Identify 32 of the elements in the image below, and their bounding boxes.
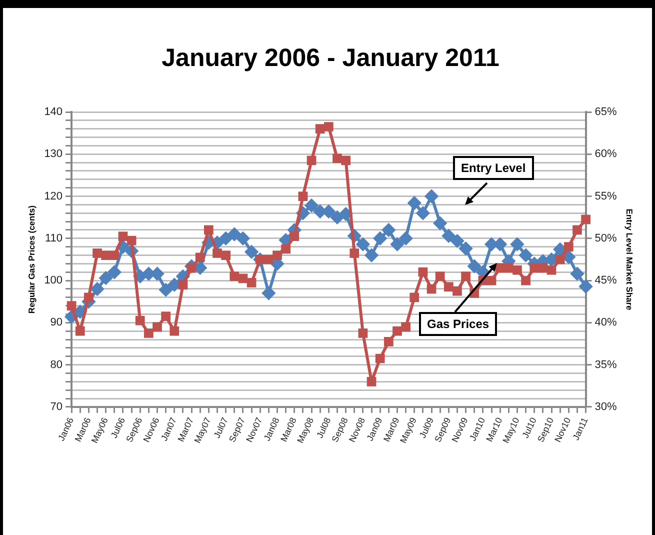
- x-tick-label: Sep10: [536, 416, 556, 444]
- y-tick-label: 90: [50, 316, 63, 329]
- chart-title: January 2006 - January 2011: [162, 44, 500, 72]
- annotation: Entry Level: [453, 156, 534, 180]
- x-tick-label: Jan06: [56, 416, 76, 442]
- y2-tick-label: 45%: [594, 274, 618, 287]
- y2-tick-label: 60%: [594, 148, 618, 160]
- x-tick-label: Jul06: [108, 416, 128, 440]
- y2-tick-label: 30%: [594, 400, 618, 413]
- y2-tick-label: 35%: [594, 358, 618, 371]
- y-tick-label: 100: [44, 274, 63, 287]
- y2-tick-label: 55%: [594, 190, 618, 202]
- x-tick-label: Jul08: [314, 416, 333, 440]
- x-tick-label: Jan07: [159, 416, 178, 442]
- y-tick-label: 70: [50, 400, 63, 413]
- x-tick-label: Jan08: [262, 416, 282, 442]
- y2-axis-title: Entry Level Market Share: [624, 208, 635, 311]
- x-tick-label: Jan11: [570, 416, 590, 442]
- x-tick-label: Mar07: [176, 416, 196, 444]
- y-tick-label: 110: [45, 232, 63, 244]
- y2-tick-label: 50%: [594, 232, 618, 244]
- y-tick-label: 80: [50, 358, 63, 371]
- x-tick-label: Jul10: [520, 416, 538, 440]
- y-axis-title: Regular Gas Prices (cents): [26, 205, 36, 314]
- y-tick-label: 140: [44, 106, 63, 118]
- x-tick-label: Jan10: [468, 416, 487, 442]
- y-tick-label: 130: [44, 148, 63, 160]
- x-tick-label: Jan09: [364, 416, 384, 442]
- y-tick-label: 120: [44, 190, 63, 202]
- annotation: Gas Prices: [419, 312, 498, 336]
- y2-tick-label: 40%: [594, 316, 618, 329]
- y2-tick-label: 65%: [594, 106, 618, 118]
